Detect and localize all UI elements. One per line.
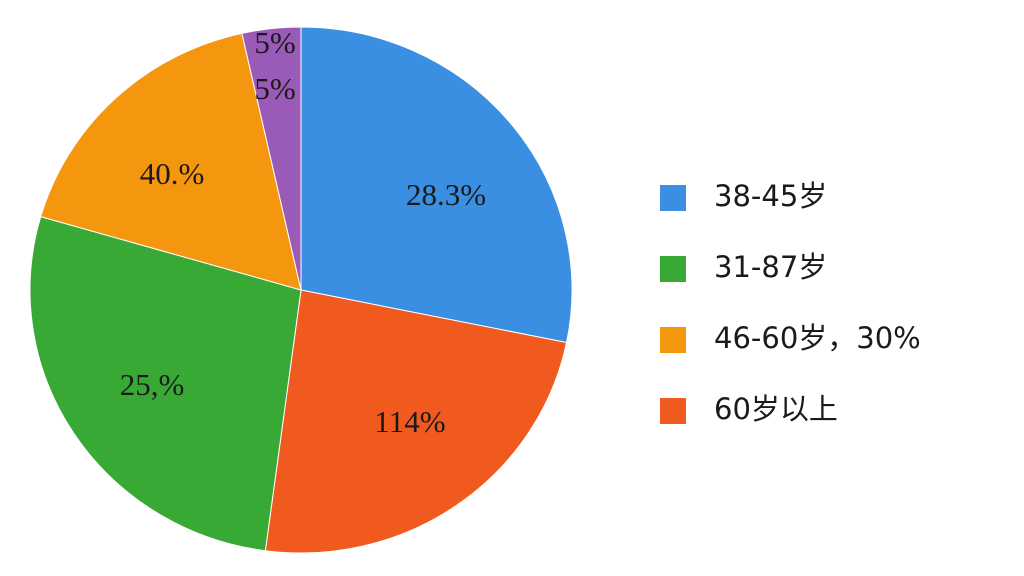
legend-swatch [660,256,686,282]
slice-label: 5% [254,71,295,106]
pie-slice [264,289,568,554]
legend: 38-45岁 31-87岁 46-60岁，30% 60岁以上 [660,179,921,426]
legend-label: 60岁以上 [714,392,838,426]
legend-label: 38-45岁 [714,179,827,213]
slice-label: 28.3% [406,177,486,212]
pie [29,26,573,554]
legend-swatch [660,398,686,424]
legend-swatch [660,327,686,353]
pie-slice [300,26,573,344]
slice-label: 25,% [120,367,185,402]
pie-slice [241,26,302,291]
slice-label: 5% [254,25,295,60]
legend-label: 46-60岁，30% [714,321,921,355]
legend-swatch [660,185,686,211]
pie-slice [40,32,302,291]
pie-slice [29,216,302,552]
legend-label: 31-87岁 [714,250,827,284]
slice-label: 114% [374,404,445,439]
slice-label: 40.% [140,156,205,191]
